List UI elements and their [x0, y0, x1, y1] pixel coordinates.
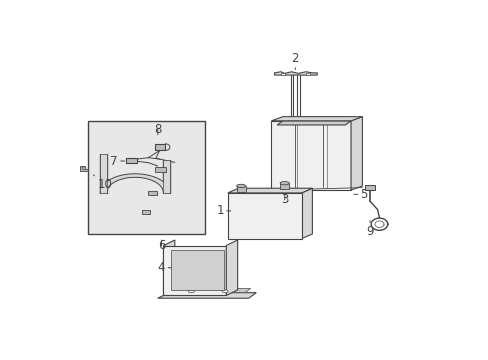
- Bar: [87, 121, 205, 234]
- Polygon shape: [154, 167, 166, 172]
- Circle shape: [82, 167, 85, 170]
- Text: 2: 2: [291, 52, 299, 69]
- Polygon shape: [227, 193, 301, 239]
- Polygon shape: [277, 121, 350, 125]
- Polygon shape: [274, 72, 317, 75]
- Polygon shape: [227, 188, 312, 193]
- Polygon shape: [236, 186, 245, 192]
- Polygon shape: [226, 240, 237, 296]
- Polygon shape: [350, 117, 362, 190]
- Polygon shape: [158, 293, 256, 298]
- Polygon shape: [301, 188, 312, 239]
- Polygon shape: [280, 73, 284, 75]
- Polygon shape: [125, 158, 137, 163]
- Polygon shape: [280, 183, 289, 189]
- Polygon shape: [163, 159, 169, 193]
- Polygon shape: [100, 154, 106, 193]
- Polygon shape: [222, 290, 228, 293]
- Polygon shape: [305, 73, 309, 75]
- Text: 6: 6: [158, 239, 165, 252]
- Text: 8: 8: [154, 123, 161, 136]
- Polygon shape: [365, 185, 374, 190]
- Text: 3: 3: [281, 193, 288, 206]
- Polygon shape: [147, 191, 157, 195]
- Polygon shape: [188, 290, 194, 293]
- Polygon shape: [80, 166, 87, 171]
- Polygon shape: [142, 210, 150, 214]
- Polygon shape: [163, 246, 226, 296]
- Polygon shape: [280, 181, 289, 185]
- Polygon shape: [155, 144, 165, 150]
- Polygon shape: [163, 288, 250, 293]
- Text: 5: 5: [353, 188, 367, 201]
- Polygon shape: [100, 174, 169, 193]
- Text: 7: 7: [110, 154, 124, 167]
- Text: 10: 10: [93, 175, 112, 191]
- Text: 1: 1: [216, 204, 230, 217]
- Polygon shape: [271, 121, 350, 190]
- Text: 9: 9: [366, 221, 373, 238]
- Polygon shape: [236, 184, 245, 188]
- Polygon shape: [163, 240, 175, 296]
- Polygon shape: [271, 117, 362, 121]
- Polygon shape: [171, 250, 224, 290]
- Text: 4: 4: [158, 261, 172, 274]
